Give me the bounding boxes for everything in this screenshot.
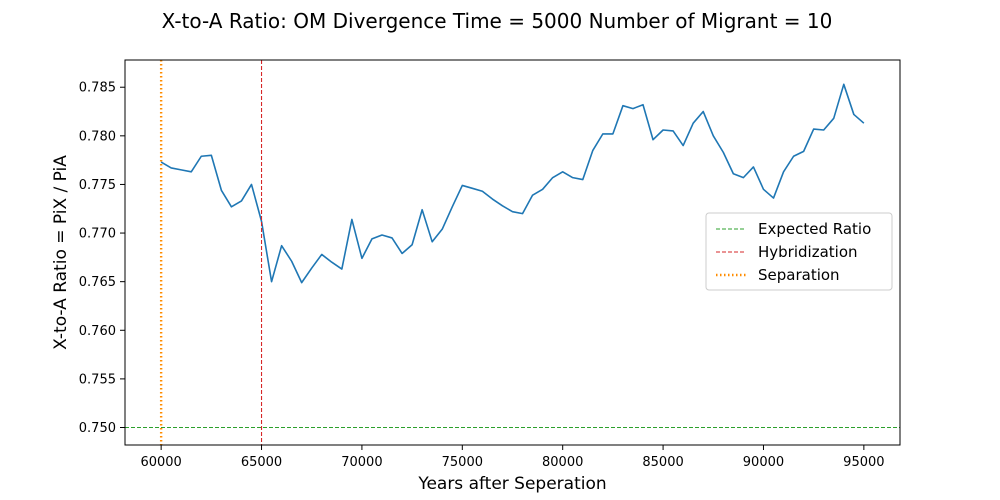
y-tick-label: 0.755 — [79, 372, 116, 387]
y-tick-label: 0.775 — [79, 178, 116, 193]
x-tick-label: 95000 — [843, 455, 884, 470]
plot-frame — [124, 59, 901, 446]
x-axis-label: Years after Seperation — [417, 474, 606, 494]
series-line-0 — [160, 83, 865, 284]
y-tick-label: 0.765 — [79, 275, 116, 290]
x-tick-label: 85000 — [642, 455, 683, 470]
x-tick-label: 70000 — [341, 455, 382, 470]
x-tick-label: 60000 — [140, 455, 181, 470]
legend-entry-label: Separation — [758, 266, 840, 284]
y-tick-label: 0.780 — [79, 129, 116, 144]
legend-entry-label: Expected Ratio — [758, 220, 871, 238]
y-axis-label: X-to-A Ratio = PiX / PiA — [51, 155, 71, 350]
legend: Expected Ratio Hybridization Separation — [705, 212, 893, 291]
x-tick-label: 80000 — [542, 455, 583, 470]
legend-entry-label: Hybridization — [758, 243, 858, 261]
y-tick-label: 0.750 — [79, 421, 116, 436]
x-tick-label: 65000 — [241, 455, 282, 470]
y-tick-label: 0.760 — [79, 324, 116, 339]
legend-box — [705, 212, 893, 291]
plot-area: 60000 65000 70000 75000 80000 85000 90000 95000… — [79, 59, 901, 470]
chart-title: X-to-A Ratio: OM Divergence Time = 5000 … — [162, 9, 833, 33]
y-tick-label: 0.770 — [79, 227, 116, 242]
x-tick-label: 90000 — [743, 455, 784, 470]
x-tick-label: 75000 — [442, 455, 483, 470]
y-tick-label: 0.785 — [79, 81, 116, 96]
